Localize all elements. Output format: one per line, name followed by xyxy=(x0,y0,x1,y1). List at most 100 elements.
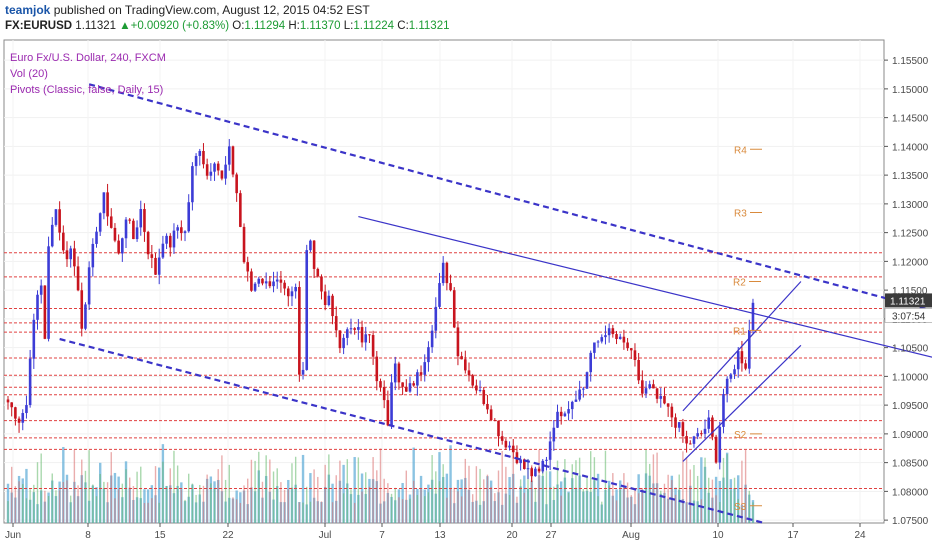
candle-body xyxy=(486,403,489,410)
price-tick-label: 1.13500 xyxy=(892,171,929,182)
volume-bar-overlay xyxy=(280,482,282,523)
candle-body xyxy=(567,409,570,414)
candle-body xyxy=(205,164,209,176)
candle-body xyxy=(161,243,165,258)
candle-body xyxy=(430,330,434,348)
trendlines[interactable] xyxy=(59,83,932,525)
volume-bar-overlay xyxy=(213,489,216,523)
time-axis[interactable]: Jun 8 15 22 Jul 7 13 20 27 Aug 10 17 24 xyxy=(5,523,866,541)
candle-body xyxy=(489,409,493,421)
candle-body xyxy=(589,352,593,373)
volume-bar-overlay xyxy=(490,486,492,523)
volume-bar-overlay xyxy=(188,473,190,523)
indicator-legend: Euro Fx/U.S. Dollar, 240, FXCM Vol (20) … xyxy=(10,52,166,96)
volume-bar-overlay xyxy=(317,476,319,523)
candle-body xyxy=(607,328,611,336)
dashed-trendline xyxy=(59,337,765,525)
price-axis[interactable]: 1.07500 1.08000 1.08500 1.09000 1.09500 1.100… xyxy=(884,56,932,527)
candle-body xyxy=(87,267,91,305)
volume-bar-overlay xyxy=(578,457,581,523)
candle-body xyxy=(467,370,471,376)
volume-bar-overlay xyxy=(331,502,334,523)
volume-bar-overlay xyxy=(66,480,68,523)
candle-body xyxy=(73,248,76,267)
volume-bar-overlay xyxy=(117,489,120,523)
volume-bar-overlay xyxy=(464,458,467,523)
candle-body xyxy=(441,262,445,284)
overlay-title: Euro Fx/U.S. Dollar, 240, FXCM xyxy=(10,52,166,64)
volume-bar-overlay xyxy=(722,457,725,523)
candle-body xyxy=(711,417,714,437)
volume-bar-overlay xyxy=(446,497,448,523)
last-price: 1.11321 xyxy=(75,20,117,32)
volume-bar-overlay xyxy=(140,466,142,523)
price-tick-label: 1.09000 xyxy=(892,430,929,441)
candle-body xyxy=(530,468,533,477)
candle-body xyxy=(548,441,552,460)
candle-body xyxy=(28,358,32,406)
volume-bar-overlay xyxy=(571,464,573,523)
candles xyxy=(6,139,755,483)
candle-body xyxy=(331,295,334,317)
volume-bar-overlay xyxy=(342,493,345,523)
volume-bar-overlay xyxy=(110,452,112,523)
volume-bar-overlay xyxy=(383,478,385,523)
volume-bar-overlay xyxy=(516,496,518,523)
volume-bar-overlay xyxy=(29,489,31,523)
volume-bar-overlay xyxy=(25,498,28,523)
volume-bar-overlay xyxy=(623,473,625,523)
volume-bar-overlay xyxy=(202,485,205,523)
candle-body xyxy=(556,411,559,428)
candle-body xyxy=(227,146,231,165)
volume-bar-overlay xyxy=(405,470,408,523)
volume-bar-overlay xyxy=(36,462,39,523)
volume-bar-overlay xyxy=(73,449,76,523)
candle-body xyxy=(464,359,467,371)
volume-bar-overlay xyxy=(44,490,46,523)
volume-bar-overlay xyxy=(132,486,135,523)
volume-bar-overlay xyxy=(597,496,599,523)
candle-body xyxy=(393,363,397,383)
candle-body xyxy=(578,389,581,400)
candle-body xyxy=(128,219,132,221)
volume-bar-overlay xyxy=(708,477,710,523)
candle-body xyxy=(390,382,393,426)
candle-body xyxy=(345,329,349,338)
volume-bar-overlay xyxy=(84,470,87,523)
volume-bar-overlay xyxy=(306,486,308,523)
volume-bar-overlay xyxy=(741,460,743,523)
price-tick-label: 1.12500 xyxy=(892,229,929,240)
candle-body xyxy=(301,369,305,375)
volume-bar-overlay xyxy=(468,465,470,523)
volume-bar-overlay xyxy=(438,481,441,523)
volume-bar-overlay xyxy=(147,502,149,523)
volume-bar-overlay xyxy=(696,475,699,523)
volume-bar-overlay xyxy=(33,484,35,523)
solid-trendline xyxy=(682,281,802,412)
price-tick-label: 1.15500 xyxy=(892,56,929,67)
volume-bar-overlay xyxy=(125,469,127,523)
volume-bar-overlay xyxy=(143,502,146,523)
volume-bar-overlay xyxy=(95,496,98,523)
candle-body xyxy=(493,420,497,422)
volume-bar-overlay xyxy=(556,460,559,523)
price-chart[interactable]: R4 R3 R2 R1 S2 S3 1.07500 1.08000 1.08500 1.0900… xyxy=(0,38,932,550)
pivot-labels: R4 R3 R2 R1 S2 S3 xyxy=(733,145,762,513)
volume-bar-overlay xyxy=(519,479,522,523)
volume-bar-overlay xyxy=(527,458,529,523)
price-tick-label: 1.07500 xyxy=(892,516,929,527)
volume-bar-overlay xyxy=(335,475,337,523)
candle-body xyxy=(744,363,747,369)
candle-body xyxy=(246,262,250,272)
time-tick-label: 15 xyxy=(154,530,166,541)
candle-body xyxy=(423,362,427,375)
candle-body xyxy=(729,374,733,379)
candle-body xyxy=(700,433,703,435)
volume-bar-overlay xyxy=(652,454,655,523)
candle-body xyxy=(62,232,65,251)
volume-bar-overlay xyxy=(10,466,13,523)
author-link[interactable]: teamjok xyxy=(5,3,51,17)
candle-body xyxy=(198,150,202,156)
volume-bar xyxy=(718,480,721,523)
volume-bar-overlay xyxy=(309,501,312,523)
